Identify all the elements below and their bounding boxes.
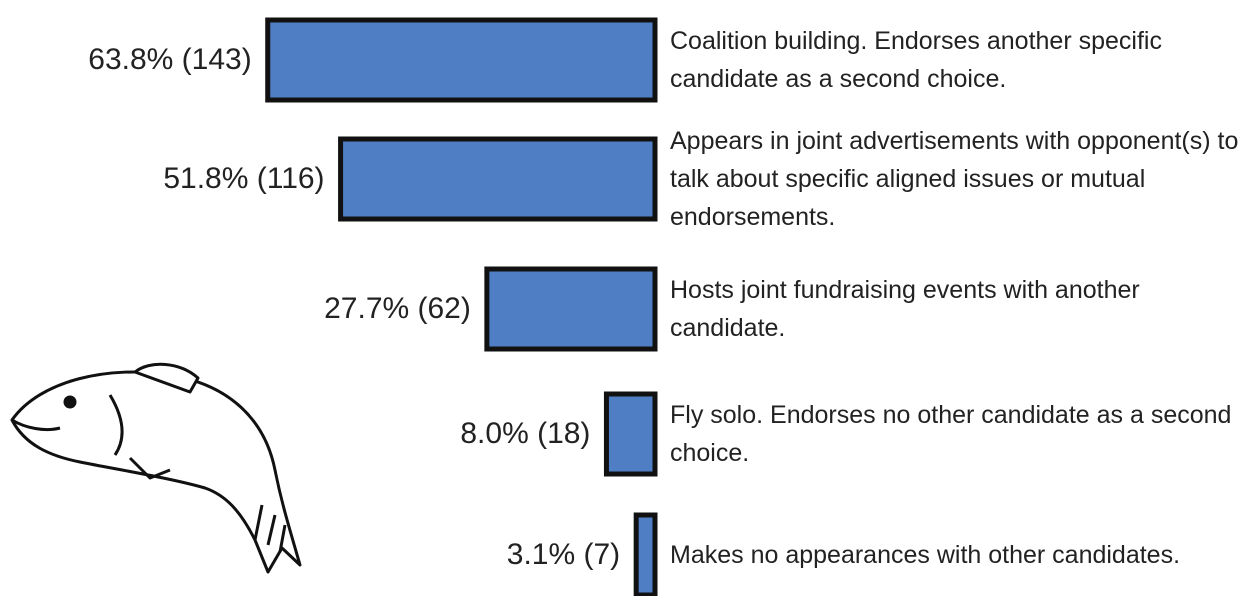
value-label: 3.1% (7) [506, 538, 621, 571]
value-label: 27.7% (62) [324, 292, 471, 325]
bar [603, 391, 658, 477]
category-label: Hosts joint fundraising events with anot… [670, 276, 1140, 342]
fish-illustration [10, 362, 302, 574]
category-label: Fly solo. Endorses no other candidate as… [670, 401, 1232, 467]
value-label: 8.0% (18) [460, 417, 591, 450]
bar [633, 512, 658, 596]
bar [484, 266, 658, 352]
category-label: Appears in joint advertisements with opp… [670, 127, 1239, 231]
category-label: Makes no appearances with other candidat… [670, 541, 1181, 569]
bar [338, 136, 658, 222]
bar [265, 17, 658, 103]
value-label: 63.8% (143) [88, 43, 252, 76]
value-label: 51.8% (116) [163, 162, 325, 195]
category-label: Coalition building. Endorses another spe… [670, 27, 1162, 93]
